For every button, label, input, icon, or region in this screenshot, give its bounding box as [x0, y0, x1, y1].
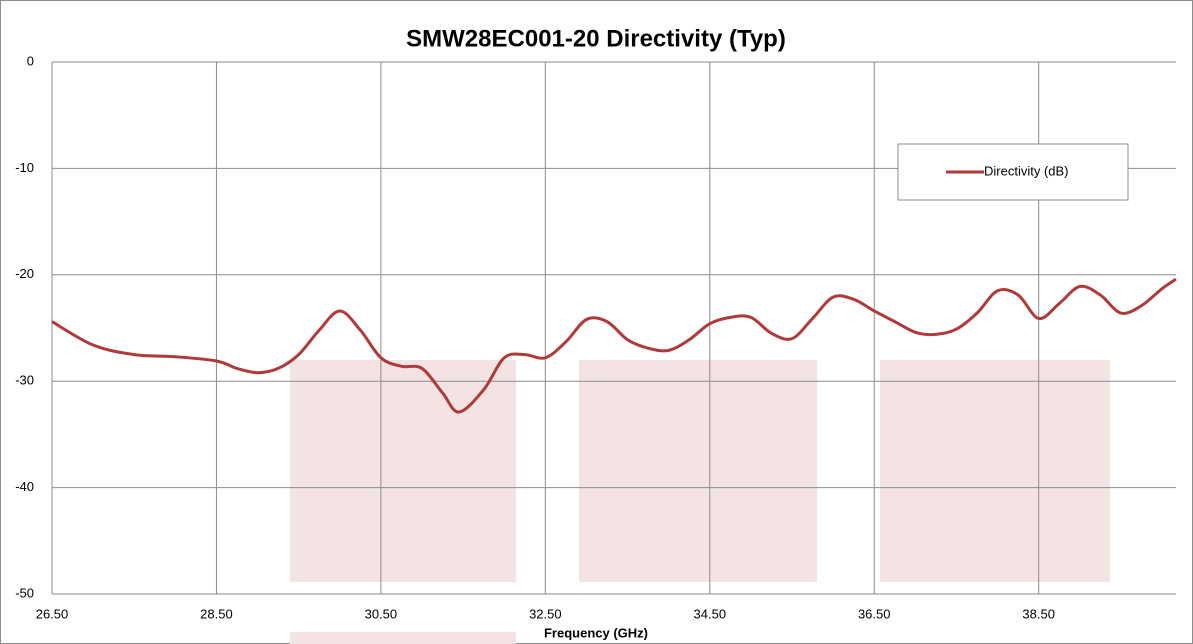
y-tick-label: -50 — [15, 585, 34, 600]
shade-box — [579, 360, 817, 582]
chart-title: SMW28EC001-20 Directivity (Typ) — [406, 25, 786, 52]
y-tick-label: -10 — [15, 160, 34, 175]
x-tick-label: 38.50 — [1022, 606, 1055, 621]
x-tick-label: 30.50 — [365, 606, 398, 621]
background-boxes — [290, 360, 1110, 644]
y-tick-label: 0 — [27, 53, 34, 68]
data-line — [51, 277, 1177, 414]
y-tick-label: -20 — [15, 266, 34, 281]
shade-box — [880, 360, 1110, 582]
x-tick-label: 32.50 — [529, 606, 562, 621]
y-tick-label: -40 — [15, 479, 34, 494]
x-tick-label: 34.50 — [694, 606, 727, 621]
y-tick-label: -30 — [15, 373, 34, 388]
legend-box — [897, 143, 1129, 201]
shade-box — [290, 632, 516, 644]
legend-label: Directivity (dB) — [984, 163, 1069, 178]
x-tick-label: 28.50 — [200, 606, 233, 621]
x-axis-title: Frequency (GHz) — [544, 625, 648, 640]
x-tick-label: 26.50 — [36, 606, 69, 621]
x-tick-label: 36.50 — [858, 606, 891, 621]
